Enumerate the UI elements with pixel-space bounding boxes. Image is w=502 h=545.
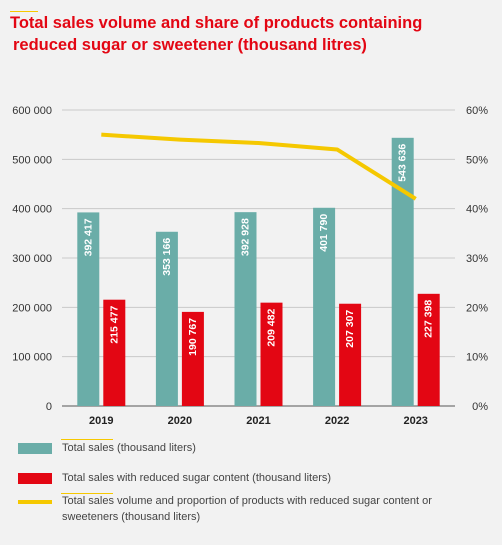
y-tick-label: 600 000 — [12, 105, 52, 117]
data-label-total: 543 636 — [397, 144, 409, 182]
data-label-reduced: 190 767 — [187, 318, 199, 356]
data-label-reduced: 227 398 — [423, 300, 435, 338]
title-accent — [10, 11, 38, 12]
y2-tick-label: 40% — [466, 204, 488, 216]
data-label-reduced: 209 482 — [266, 309, 278, 347]
y2-tick-label: 50% — [466, 154, 488, 166]
data-label-total: 392 417 — [82, 218, 94, 256]
x-tick-label: 2022 — [325, 415, 349, 427]
y2-tick-label: 0% — [472, 401, 488, 413]
data-label-reduced: 207 307 — [344, 310, 356, 348]
y-tick-label: 200 000 — [12, 302, 52, 314]
x-tick-label: 2023 — [403, 415, 427, 427]
legend-accent — [61, 439, 113, 440]
y-tick-label: 0 — [46, 401, 52, 413]
bar-reduced — [417, 293, 440, 406]
data-label-total: 353 166 — [161, 238, 173, 276]
legend-item-line: Total sales volume and proportion of pro… — [18, 493, 442, 525]
y-tick-label: 300 000 — [12, 253, 52, 265]
y-tick-label: 100 000 — [12, 352, 52, 364]
chart-title-line1: Total sales volume and share of products… — [10, 14, 423, 32]
y-tick-label: 500 000 — [12, 154, 52, 166]
line-share — [101, 132, 417, 201]
legend-swatch-line — [18, 500, 52, 504]
bar-total — [77, 212, 100, 406]
legend-swatch-total — [18, 443, 52, 454]
bar-total — [234, 212, 257, 406]
y2-tick-label: 30% — [466, 253, 488, 265]
chart-area: 0 0% 100 000 10% 200 000 20% 300 000 30% 400 000… — [12, 105, 488, 427]
y2-tick-label: 10% — [466, 352, 488, 364]
chart-title-line2: reduced sugar or sweetener (thousand lit… — [13, 36, 367, 54]
x-tick-label: 2019 — [89, 415, 113, 427]
legend-label-reduced: Total sales with reduced sugar content (… — [62, 472, 332, 484]
legend-label-total: Total sales (thousand liters) — [62, 442, 196, 454]
chart-title: Total sales volume and share of products… — [10, 12, 490, 56]
legend-item-total: Total sales (thousand liters) — [18, 439, 442, 456]
x-tick-label: 2021 — [246, 415, 270, 427]
bar-total — [155, 231, 178, 406]
data-label-total: 401 790 — [318, 214, 330, 252]
legend-accent — [61, 493, 113, 494]
y2-tick-label: 20% — [466, 302, 488, 314]
x-tick-label: 2020 — [168, 415, 192, 427]
legend-swatch-reduced — [18, 473, 52, 484]
data-label-total: 392 928 — [240, 218, 252, 256]
data-label-reduced: 215 477 — [108, 306, 120, 344]
legend-label-line: Total sales volume and proportion of pro… — [62, 495, 432, 523]
bar-reduced — [260, 302, 283, 406]
bar-reduced — [181, 311, 204, 406]
bar-reduced — [339, 303, 362, 406]
bar-reduced — [103, 299, 126, 406]
y-tick-label: 400 000 — [12, 204, 52, 216]
bar-total — [313, 207, 336, 406]
bar-total — [391, 137, 414, 406]
legend-item-reduced: Total sales with reduced sugar content (… — [18, 470, 442, 486]
y2-tick-label: 60% — [466, 105, 488, 117]
